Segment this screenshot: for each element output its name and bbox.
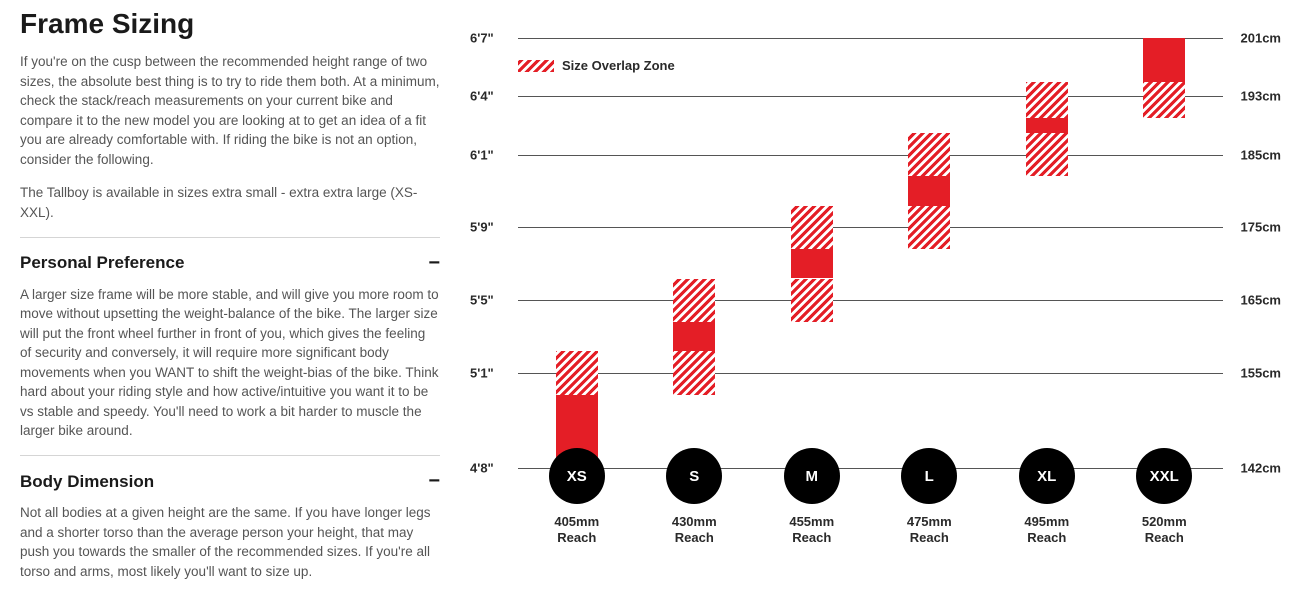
- y-axis-label-feet: 6'4": [470, 89, 494, 104]
- y-axis-label-feet: 5'5": [470, 293, 494, 308]
- reach-value: 455mm: [784, 514, 840, 530]
- reach-label: Reach: [549, 530, 605, 546]
- size-axis-item-m: M 455mmReach: [784, 448, 840, 545]
- size-badge: XXL: [1136, 448, 1192, 504]
- overlap-zone-bottom: [1143, 82, 1185, 118]
- collapse-icon: −: [428, 252, 440, 275]
- section-header-body-dimension[interactable]: Body Dimension −: [20, 455, 440, 493]
- y-axis-label-feet: 5'1": [470, 366, 494, 381]
- sizing-chart: Size Overlap Zone 6'7"201cm6'4"193cm6'1"…: [470, 8, 1281, 595]
- y-axis-label-feet: 6'7": [470, 31, 494, 46]
- size-bar-xs: [556, 38, 598, 468]
- size-axis-item-xl: XL 495mmReach: [1019, 448, 1075, 545]
- y-axis-label-feet: 6'1": [470, 147, 494, 162]
- size-axis-item-xxl: XXL 520mmReach: [1136, 448, 1192, 545]
- bar-solid: [791, 249, 833, 278]
- y-axis-label-feet: 4'8": [470, 461, 494, 476]
- size-badge: XL: [1019, 448, 1075, 504]
- text-column: Frame Sizing If you're on the cusp betwe…: [20, 8, 440, 595]
- overlap-zone-bottom: [908, 206, 950, 250]
- y-axis-label-cm: 185cm: [1241, 147, 1281, 162]
- reach-label: Reach: [901, 530, 957, 546]
- overlap-zone-top: [1026, 82, 1068, 118]
- reach-label: Reach: [666, 530, 722, 546]
- size-badge: XS: [549, 448, 605, 504]
- size-axis-item-xs: XS 405mmReach: [549, 448, 605, 545]
- bar-solid: [673, 322, 715, 351]
- intro-paragraph-2: The Tallboy is available in sizes extra …: [20, 183, 440, 222]
- overlap-zone-bottom: [673, 351, 715, 395]
- size-bar-s: [673, 38, 715, 468]
- overlap-zone-top: [673, 279, 715, 323]
- page-title: Frame Sizing: [20, 8, 440, 40]
- size-bar-l: [908, 38, 950, 468]
- reach-value: 520mm: [1136, 514, 1192, 530]
- size-bar-xl: [1026, 38, 1068, 468]
- overlap-zone-bottom: [1026, 133, 1068, 177]
- reach-label: Reach: [1136, 530, 1192, 546]
- reach-label: Reach: [1019, 530, 1075, 546]
- bar-solid: [908, 176, 950, 205]
- collapse-icon: −: [428, 470, 440, 493]
- section-body: A larger size frame will be more stable,…: [20, 285, 440, 442]
- section-title: Body Dimension: [20, 472, 154, 492]
- size-bar-m: [791, 38, 833, 468]
- section-header-personal-preference[interactable]: Personal Preference −: [20, 237, 440, 275]
- overlap-zone-top: [556, 351, 598, 395]
- reach-value: 475mm: [901, 514, 957, 530]
- y-axis-label-cm: 193cm: [1241, 89, 1281, 104]
- y-axis-label-cm: 142cm: [1241, 461, 1281, 476]
- bar-solid: [1143, 38, 1185, 82]
- size-badge: M: [784, 448, 840, 504]
- overlap-zone-bottom: [791, 279, 833, 323]
- y-axis-label-cm: 155cm: [1241, 366, 1281, 381]
- reach-value: 495mm: [1019, 514, 1075, 530]
- y-axis-label-cm: 175cm: [1241, 220, 1281, 235]
- size-bar-xxl: [1143, 38, 1185, 468]
- y-axis-label-cm: 201cm: [1241, 31, 1281, 46]
- size-badge: L: [901, 448, 957, 504]
- size-axis-item-s: S 430mmReach: [666, 448, 722, 545]
- y-axis-label-feet: 5'9": [470, 220, 494, 235]
- reach-value: 430mm: [666, 514, 722, 530]
- size-axis-item-l: L 475mmReach: [901, 448, 957, 545]
- bar-solid: [1026, 118, 1068, 133]
- section-title: Personal Preference: [20, 253, 184, 273]
- size-badge: S: [666, 448, 722, 504]
- y-axis-label-cm: 165cm: [1241, 293, 1281, 308]
- section-body: Not all bodies at a given height are the…: [20, 503, 440, 581]
- reach-value: 405mm: [549, 514, 605, 530]
- intro-paragraph-1: If you're on the cusp between the recomm…: [20, 52, 440, 169]
- overlap-zone-top: [908, 133, 950, 177]
- overlap-zone-top: [791, 206, 833, 250]
- reach-label: Reach: [784, 530, 840, 546]
